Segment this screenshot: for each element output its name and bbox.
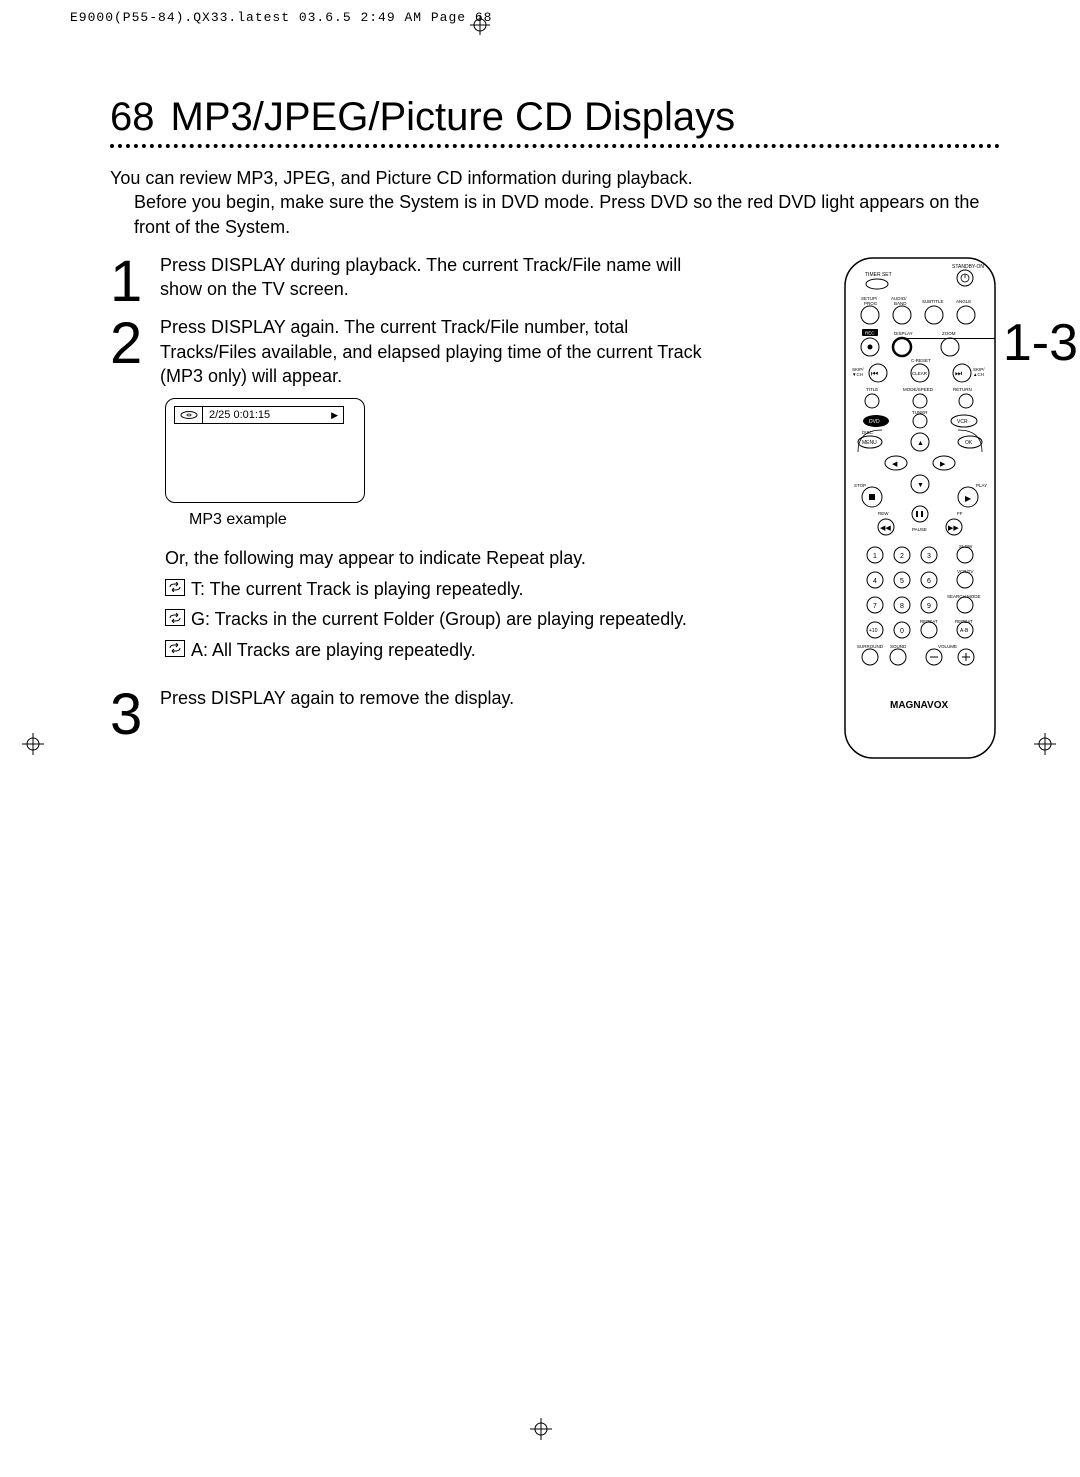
print-header: E9000(P55-84).QX33.latest 03.6.5 2:49 AM… bbox=[70, 10, 492, 25]
svg-text:▲: ▲ bbox=[917, 440, 924, 447]
repeat-t-line: T: The current Track is playing repeated… bbox=[165, 574, 710, 605]
lbl-creset: C-RESET bbox=[911, 358, 931, 363]
step-number-1: 1 bbox=[110, 259, 160, 305]
lbl-angle: ANGLE bbox=[956, 299, 971, 304]
repeat-a-line: A: All Tracks are playing repeatedly. bbox=[165, 635, 710, 666]
svg-text:▼CH: ▼CH bbox=[852, 372, 863, 377]
lbl-clear: CLEAR bbox=[912, 371, 928, 376]
step-number-2: 2 bbox=[110, 321, 160, 388]
svg-text:VCR: VCR bbox=[957, 419, 968, 425]
arrow-right-icon: ▶ bbox=[331, 410, 343, 421]
lbl-standby: STANDBY-ON bbox=[952, 264, 984, 270]
svg-text:6: 6 bbox=[927, 578, 931, 585]
repeat-intro: Or, the following may appear to indicate… bbox=[165, 543, 710, 574]
svg-text:9: 9 bbox=[927, 603, 931, 610]
lbl-timer: TIMER SET bbox=[865, 272, 892, 278]
lbl-rec: REC bbox=[865, 330, 875, 335]
step-callout-label: 1-3 bbox=[1003, 313, 1078, 373]
example-caption: MP3 example bbox=[165, 511, 710, 529]
svg-text:SOUND: SOUND bbox=[890, 644, 907, 649]
svg-text:⏮: ⏮ bbox=[871, 369, 878, 378]
svg-text:SURROUND: SURROUND bbox=[857, 644, 884, 649]
step-text-3: Press DISPLAY again to remove the displa… bbox=[160, 686, 514, 738]
repeat-icon bbox=[165, 640, 185, 657]
step-3: 3 Press DISPLAY again to remove the disp… bbox=[110, 686, 710, 738]
svg-text:PROG: PROG bbox=[864, 301, 878, 306]
repeat-icon bbox=[165, 609, 185, 626]
svg-text:◀: ◀ bbox=[892, 461, 898, 468]
lbl-zoom: ZOOM bbox=[942, 331, 956, 336]
crossmark-bottom-icon bbox=[530, 1418, 552, 1445]
svg-text:⏭: ⏭ bbox=[955, 369, 962, 378]
svg-text:▲CH: ▲CH bbox=[973, 372, 984, 377]
svg-text:+10: +10 bbox=[869, 628, 878, 634]
svg-text:2: 2 bbox=[900, 553, 904, 560]
svg-text:0: 0 bbox=[900, 628, 904, 635]
svg-text:A-B: A-B bbox=[960, 628, 969, 634]
page-number: 68 bbox=[110, 95, 155, 140]
svg-text:TITLE: TITLE bbox=[866, 387, 878, 392]
step-number-3: 3 bbox=[110, 692, 160, 738]
repeat-g-line: G: Tracks in the current Folder (Group) … bbox=[165, 604, 710, 635]
disc-icon bbox=[175, 407, 203, 423]
svg-text:STOP: STOP bbox=[854, 483, 866, 488]
callout-line bbox=[900, 338, 995, 339]
svg-text:PAUSE: PAUSE bbox=[912, 527, 927, 532]
svg-text:OK: OK bbox=[965, 440, 973, 446]
svg-text:5: 5 bbox=[900, 578, 904, 585]
dotted-divider bbox=[110, 144, 1000, 148]
svg-text:▶: ▶ bbox=[965, 494, 972, 503]
repeat-a-text: A: All Tracks are playing repeatedly. bbox=[191, 635, 476, 666]
svg-text:RETURN: RETURN bbox=[953, 387, 972, 392]
crossmark-top-icon bbox=[470, 15, 490, 40]
remote-diagram: STANDBY-ON TIMER SET SETUP/ PROG AUDIO/ … bbox=[840, 253, 1000, 763]
svg-text:▶: ▶ bbox=[940, 461, 946, 468]
svg-text:DVD: DVD bbox=[869, 419, 880, 425]
svg-text:3: 3 bbox=[927, 553, 931, 560]
step-1: 1 Press DISPLAY during playback. The cur… bbox=[110, 253, 710, 305]
page-title: MP3/JPEG/Picture CD Displays bbox=[171, 95, 736, 140]
svg-text:REPEAT: REPEAT bbox=[920, 619, 938, 624]
repeat-icon bbox=[165, 579, 185, 596]
svg-text:REPEAT: REPEAT bbox=[955, 619, 973, 624]
svg-text:VCR/TV: VCR/TV bbox=[957, 569, 974, 574]
lbl-display: DISPLAY bbox=[894, 331, 913, 336]
crossmark-right-icon bbox=[1034, 733, 1056, 760]
intro-text: You can review MP3, JPEG, and Picture CD… bbox=[110, 166, 1000, 239]
step-2: 2 Press DISPLAY again. The current Track… bbox=[110, 315, 710, 388]
svg-text:▼: ▼ bbox=[917, 482, 924, 489]
crossmark-left-icon bbox=[22, 733, 44, 760]
repeat-t-text: T: The current Track is playing repeated… bbox=[191, 574, 524, 605]
repeat-g-text: G: Tracks in the current Folder (Group) … bbox=[191, 604, 687, 635]
svg-text:VOLUME: VOLUME bbox=[938, 644, 957, 649]
repeat-section: Or, the following may appear to indicate… bbox=[165, 543, 710, 665]
display-example-text: 2/25 0:01:15 bbox=[203, 409, 331, 421]
svg-text:4: 4 bbox=[873, 578, 877, 585]
intro-sub: Before you begin, make sure the System i… bbox=[110, 190, 1000, 239]
lbl-subtitle: SUBTITLE bbox=[922, 299, 944, 304]
svg-text:BAND: BAND bbox=[894, 301, 907, 306]
display-example: 2/25 0:01:15 ▶ MP3 example bbox=[165, 398, 710, 529]
svg-text:SEARCH MODE: SEARCH MODE bbox=[947, 594, 981, 599]
svg-text:MODE/SPEED: MODE/SPEED bbox=[903, 387, 934, 392]
svg-text:MENU: MENU bbox=[862, 440, 877, 446]
svg-text:REW: REW bbox=[878, 511, 889, 516]
display-inner-bar: 2/25 0:01:15 ▶ bbox=[174, 406, 344, 424]
svg-text:PLAY: PLAY bbox=[976, 483, 987, 488]
svg-text:1: 1 bbox=[873, 553, 877, 560]
svg-text:7: 7 bbox=[873, 603, 877, 610]
svg-text:▶▶: ▶▶ bbox=[948, 525, 959, 532]
step-text-2: Press DISPLAY again. The current Track/F… bbox=[160, 315, 710, 388]
svg-text:◀◀: ◀◀ bbox=[880, 525, 891, 532]
svg-text:FF: FF bbox=[957, 511, 963, 516]
page-heading: 68 MP3/JPEG/Picture CD Displays bbox=[110, 95, 1000, 140]
remote-brand: MAGNAVOX bbox=[890, 700, 948, 711]
step-text-1: Press DISPLAY during playback. The curre… bbox=[160, 253, 710, 305]
intro-main: You can review MP3, JPEG, and Picture CD… bbox=[110, 168, 693, 188]
svg-text:8: 8 bbox=[900, 603, 904, 610]
display-box: 2/25 0:01:15 ▶ bbox=[165, 398, 365, 503]
